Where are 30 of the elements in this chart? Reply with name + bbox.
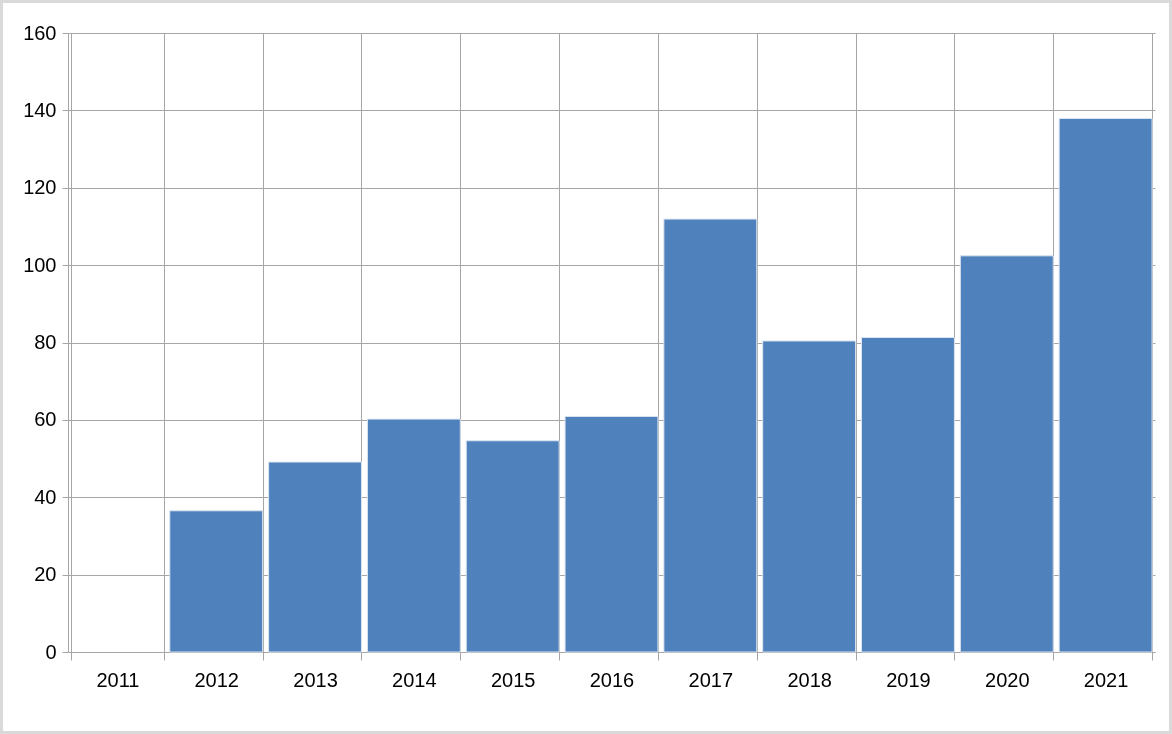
y-tick-label: 40 [34,485,57,508]
x-tick-label: 2017 [688,668,734,691]
y-tick-label: 160 [23,21,57,44]
bar [268,461,362,653]
bar [1058,118,1153,653]
y-tick-label: 140 [23,98,57,121]
bar [762,340,857,653]
y-tick-label: 60 [34,408,57,431]
x-tick-label: 2012 [194,668,239,691]
x-tick-label: 2015 [490,668,536,691]
x-tick-label: 2016 [589,668,635,691]
x-tick-label: 2018 [787,668,832,691]
y-tick-label: 20 [34,563,57,586]
x-tick-label: 2021 [1083,668,1129,691]
x-tick-label: 2011 [96,668,140,691]
bar [169,510,264,653]
bar [366,418,461,653]
y-tick-label: 100 [23,253,57,276]
x-tick-label: 2014 [392,668,437,691]
bar [861,336,955,653]
x-tick-label: 2013 [293,668,338,691]
x-tick-label: 2020 [985,668,1030,691]
x-tick-label: 2019 [886,668,931,691]
bar [564,415,659,653]
y-tick-label: 0 [45,640,57,663]
bar [959,255,1054,653]
bar [663,218,758,653]
bar [465,440,560,653]
y-tick-label: 80 [34,331,57,353]
y-tick-label: 120 [23,176,57,199]
